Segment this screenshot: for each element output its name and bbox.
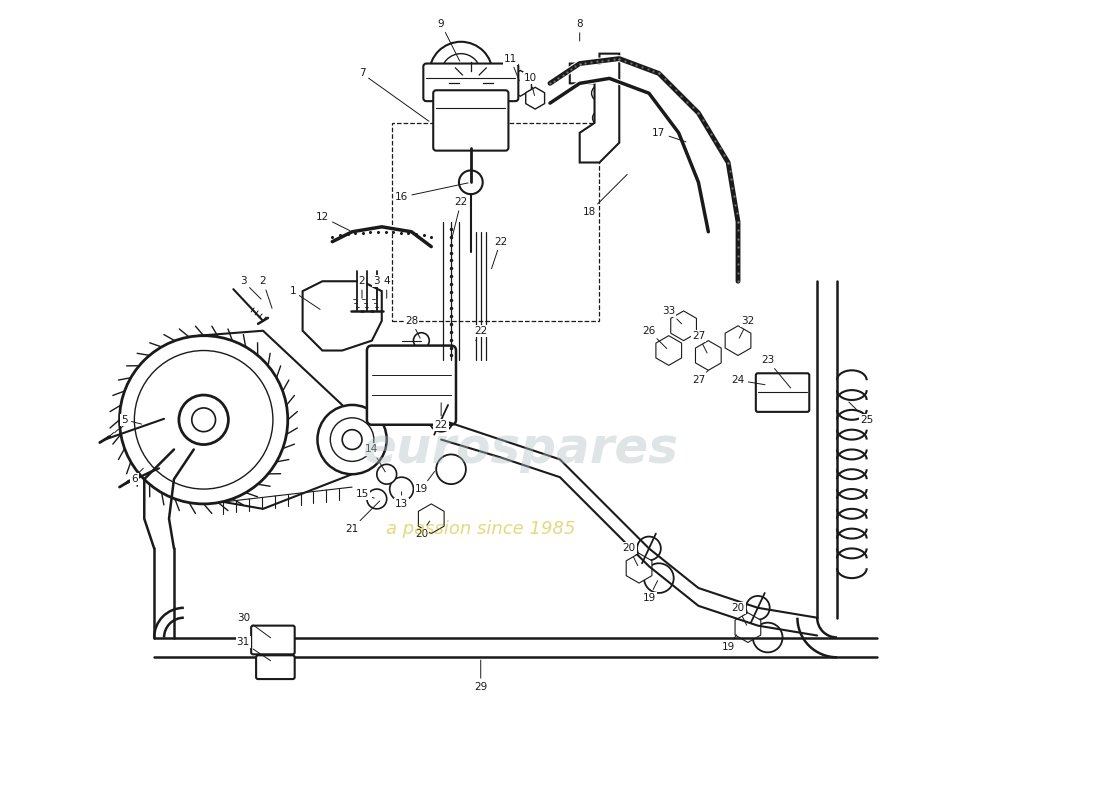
Text: 25: 25 (849, 402, 873, 425)
Text: 5: 5 (121, 414, 142, 425)
Text: 9: 9 (438, 19, 460, 61)
Text: 19: 19 (642, 581, 658, 603)
FancyBboxPatch shape (251, 626, 295, 654)
Text: 20: 20 (623, 543, 638, 566)
Circle shape (752, 622, 782, 652)
Circle shape (459, 170, 483, 194)
Text: 20: 20 (415, 521, 430, 538)
Polygon shape (302, 282, 382, 350)
FancyBboxPatch shape (256, 655, 295, 679)
Text: 3: 3 (240, 276, 261, 299)
Text: 1: 1 (289, 286, 320, 310)
Text: eurospares: eurospares (362, 426, 679, 474)
Circle shape (738, 618, 758, 638)
Text: 2: 2 (260, 276, 272, 308)
Text: 22: 22 (452, 197, 468, 239)
Text: 22: 22 (474, 326, 487, 341)
Text: 7: 7 (359, 69, 429, 122)
Text: 28: 28 (405, 316, 420, 338)
Text: 26: 26 (642, 326, 667, 349)
FancyBboxPatch shape (433, 90, 508, 150)
Circle shape (191, 408, 216, 432)
Circle shape (429, 408, 453, 432)
Text: 14: 14 (365, 445, 385, 472)
Circle shape (637, 537, 661, 560)
Circle shape (746, 596, 770, 620)
Circle shape (414, 333, 429, 349)
Text: 29: 29 (474, 660, 487, 692)
Text: 27: 27 (692, 370, 708, 386)
Text: 32: 32 (739, 316, 755, 338)
Text: 19: 19 (415, 471, 434, 494)
Circle shape (421, 509, 441, 529)
Circle shape (389, 477, 414, 501)
Text: 22: 22 (434, 402, 448, 430)
Text: 20: 20 (732, 603, 747, 625)
Circle shape (728, 330, 748, 350)
Text: 30: 30 (236, 613, 271, 638)
Circle shape (367, 489, 387, 509)
FancyBboxPatch shape (367, 346, 456, 425)
Text: 12: 12 (316, 212, 350, 230)
Text: 21: 21 (345, 501, 379, 534)
Text: 8: 8 (576, 19, 583, 41)
Text: 17: 17 (652, 128, 686, 142)
Circle shape (644, 563, 673, 593)
Text: 16: 16 (395, 183, 469, 202)
Text: 31: 31 (236, 638, 271, 661)
Circle shape (629, 558, 649, 578)
Text: 24: 24 (732, 375, 764, 386)
Text: a passion since 1985: a passion since 1985 (386, 520, 575, 538)
Text: 23: 23 (761, 355, 791, 388)
Text: 10: 10 (524, 74, 537, 95)
Text: 22: 22 (492, 237, 507, 269)
Circle shape (698, 346, 718, 366)
Text: 13: 13 (395, 492, 408, 509)
Text: 19: 19 (722, 635, 737, 652)
Text: 15: 15 (355, 489, 374, 499)
Text: 4: 4 (384, 276, 390, 298)
Text: 11: 11 (504, 54, 519, 81)
Text: 2: 2 (359, 276, 365, 298)
Text: 27: 27 (692, 330, 707, 353)
Circle shape (659, 341, 679, 361)
Circle shape (673, 316, 693, 336)
Polygon shape (570, 54, 619, 162)
FancyBboxPatch shape (424, 63, 518, 101)
Text: 33: 33 (662, 306, 682, 324)
Text: 6: 6 (131, 470, 152, 484)
Text: 3: 3 (374, 276, 381, 298)
FancyBboxPatch shape (756, 374, 810, 412)
Circle shape (437, 454, 466, 484)
Text: 18: 18 (583, 174, 627, 217)
Circle shape (377, 464, 397, 484)
